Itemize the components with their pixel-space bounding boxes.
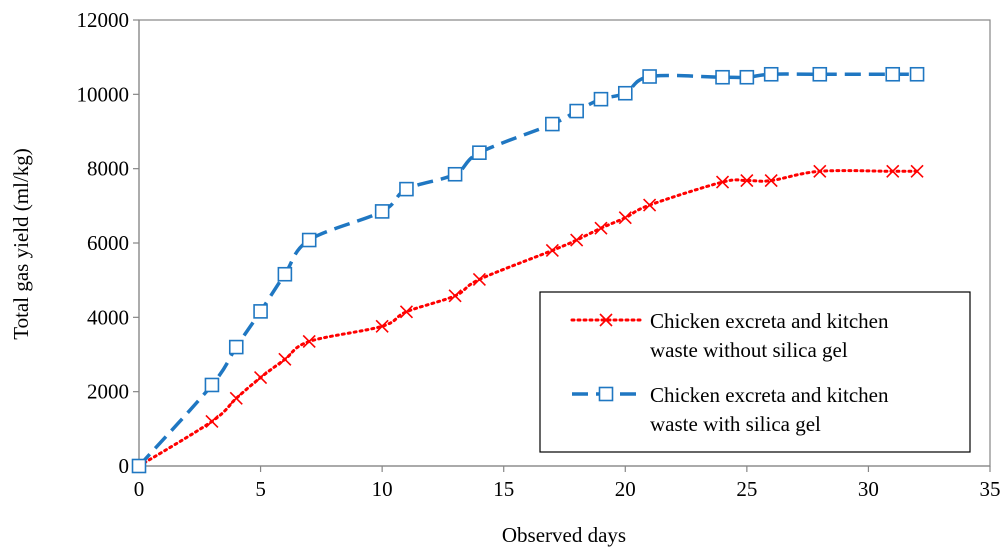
data-point <box>570 233 584 247</box>
data-point <box>278 352 292 366</box>
marker-stroke <box>886 164 900 178</box>
data-point <box>813 164 827 178</box>
data-point <box>205 414 219 428</box>
marker-stroke <box>229 391 243 405</box>
data-point <box>593 91 609 107</box>
x-tick-label: 15 <box>493 477 514 501</box>
x-tick-label: 30 <box>858 477 879 501</box>
data-point <box>715 175 730 189</box>
data-point <box>764 173 778 188</box>
data-point <box>375 319 389 333</box>
marker-stroke <box>375 319 389 333</box>
marker-stroke <box>643 198 657 212</box>
data-point <box>618 211 632 225</box>
data-point <box>715 69 730 85</box>
data-point <box>447 166 463 182</box>
data-point <box>642 69 657 84</box>
legend-label: waste with silica gel <box>650 412 821 436</box>
data-point <box>399 181 414 197</box>
data-point <box>448 289 462 303</box>
series-2 <box>131 66 925 474</box>
legend-marker <box>598 386 614 402</box>
y-tick-label: 2000 <box>87 380 129 404</box>
y-tick-label: 6000 <box>87 231 129 255</box>
data-point <box>204 377 220 393</box>
marker-stroke <box>399 305 414 319</box>
marker-stroke <box>813 164 827 178</box>
data-point <box>886 164 900 178</box>
legend-item-1: Chicken excreta and kitchen waste without… <box>570 309 889 362</box>
axes-layer: 0 2000 4000 6000 8000 10000 12000 0 5 10 15 20 25 30 3… <box>77 8 1001 501</box>
data-point <box>374 204 390 219</box>
data-point <box>301 232 317 248</box>
data-point <box>739 69 755 85</box>
data-point <box>910 164 924 178</box>
data-point <box>545 243 559 257</box>
data-point <box>253 304 268 319</box>
marker-stroke <box>740 173 754 188</box>
y-tick-label: 8000 <box>87 157 129 181</box>
data-point <box>399 305 414 319</box>
series-1 <box>132 164 924 473</box>
legend-label: Chicken excreta and kitchen <box>650 309 889 333</box>
marker-stroke <box>205 414 219 428</box>
marker-stroke <box>599 313 613 327</box>
x-tick-label: 20 <box>615 477 636 501</box>
legend-item-2: Chicken excreta and kitchen waste with si… <box>572 383 889 436</box>
marker-stroke <box>278 352 292 366</box>
data-point <box>812 66 828 82</box>
marker-stroke <box>910 164 924 178</box>
marker-stroke <box>594 221 608 235</box>
x-tick-label: 0 <box>134 477 145 501</box>
marker-stroke <box>570 233 584 247</box>
data-point <box>909 66 925 82</box>
marker-stroke <box>545 243 559 257</box>
marker-stroke <box>764 173 778 188</box>
data-point <box>131 458 147 474</box>
x-tick-label: 5 <box>255 477 266 501</box>
y-tick-label: 0 <box>119 454 130 478</box>
x-axis-title: Observed days <box>502 523 626 547</box>
data-point <box>229 391 243 405</box>
data-point <box>545 116 560 132</box>
marker-stroke <box>448 289 462 303</box>
y-tick-label: 4000 <box>87 305 129 329</box>
data-point <box>594 221 608 235</box>
marker-stroke <box>254 370 268 385</box>
marker-stroke <box>618 211 632 225</box>
legend-label: Chicken excreta and kitchen <box>650 383 889 407</box>
data-point <box>254 370 268 385</box>
data-point <box>569 103 584 119</box>
series-layer <box>131 66 925 474</box>
x-tick-label: 25 <box>736 477 757 501</box>
data-point <box>472 145 487 160</box>
data-point <box>885 66 901 82</box>
data-point <box>472 272 486 286</box>
marker-stroke <box>472 272 486 286</box>
data-point <box>763 66 779 82</box>
marker-stroke <box>302 334 316 349</box>
data-point <box>740 173 754 188</box>
y-tick-label: 10000 <box>77 82 130 106</box>
y-tick-label: 12000 <box>77 8 130 32</box>
x-tick-label: 35 <box>980 477 1001 501</box>
x-tick-label: 10 <box>372 477 393 501</box>
legend-box <box>539 291 971 453</box>
data-point <box>302 334 316 349</box>
legend: Chicken excreta and kitchen waste without… <box>539 291 971 453</box>
y-axis-title: Total gas yield (ml/kg) <box>9 148 33 340</box>
data-point <box>228 339 244 355</box>
legend-marker <box>599 313 613 327</box>
data-point <box>643 198 657 212</box>
data-point <box>617 85 633 101</box>
legend-label: waste without silica gel <box>650 338 848 362</box>
data-point <box>277 266 293 282</box>
marker-stroke <box>715 175 730 189</box>
